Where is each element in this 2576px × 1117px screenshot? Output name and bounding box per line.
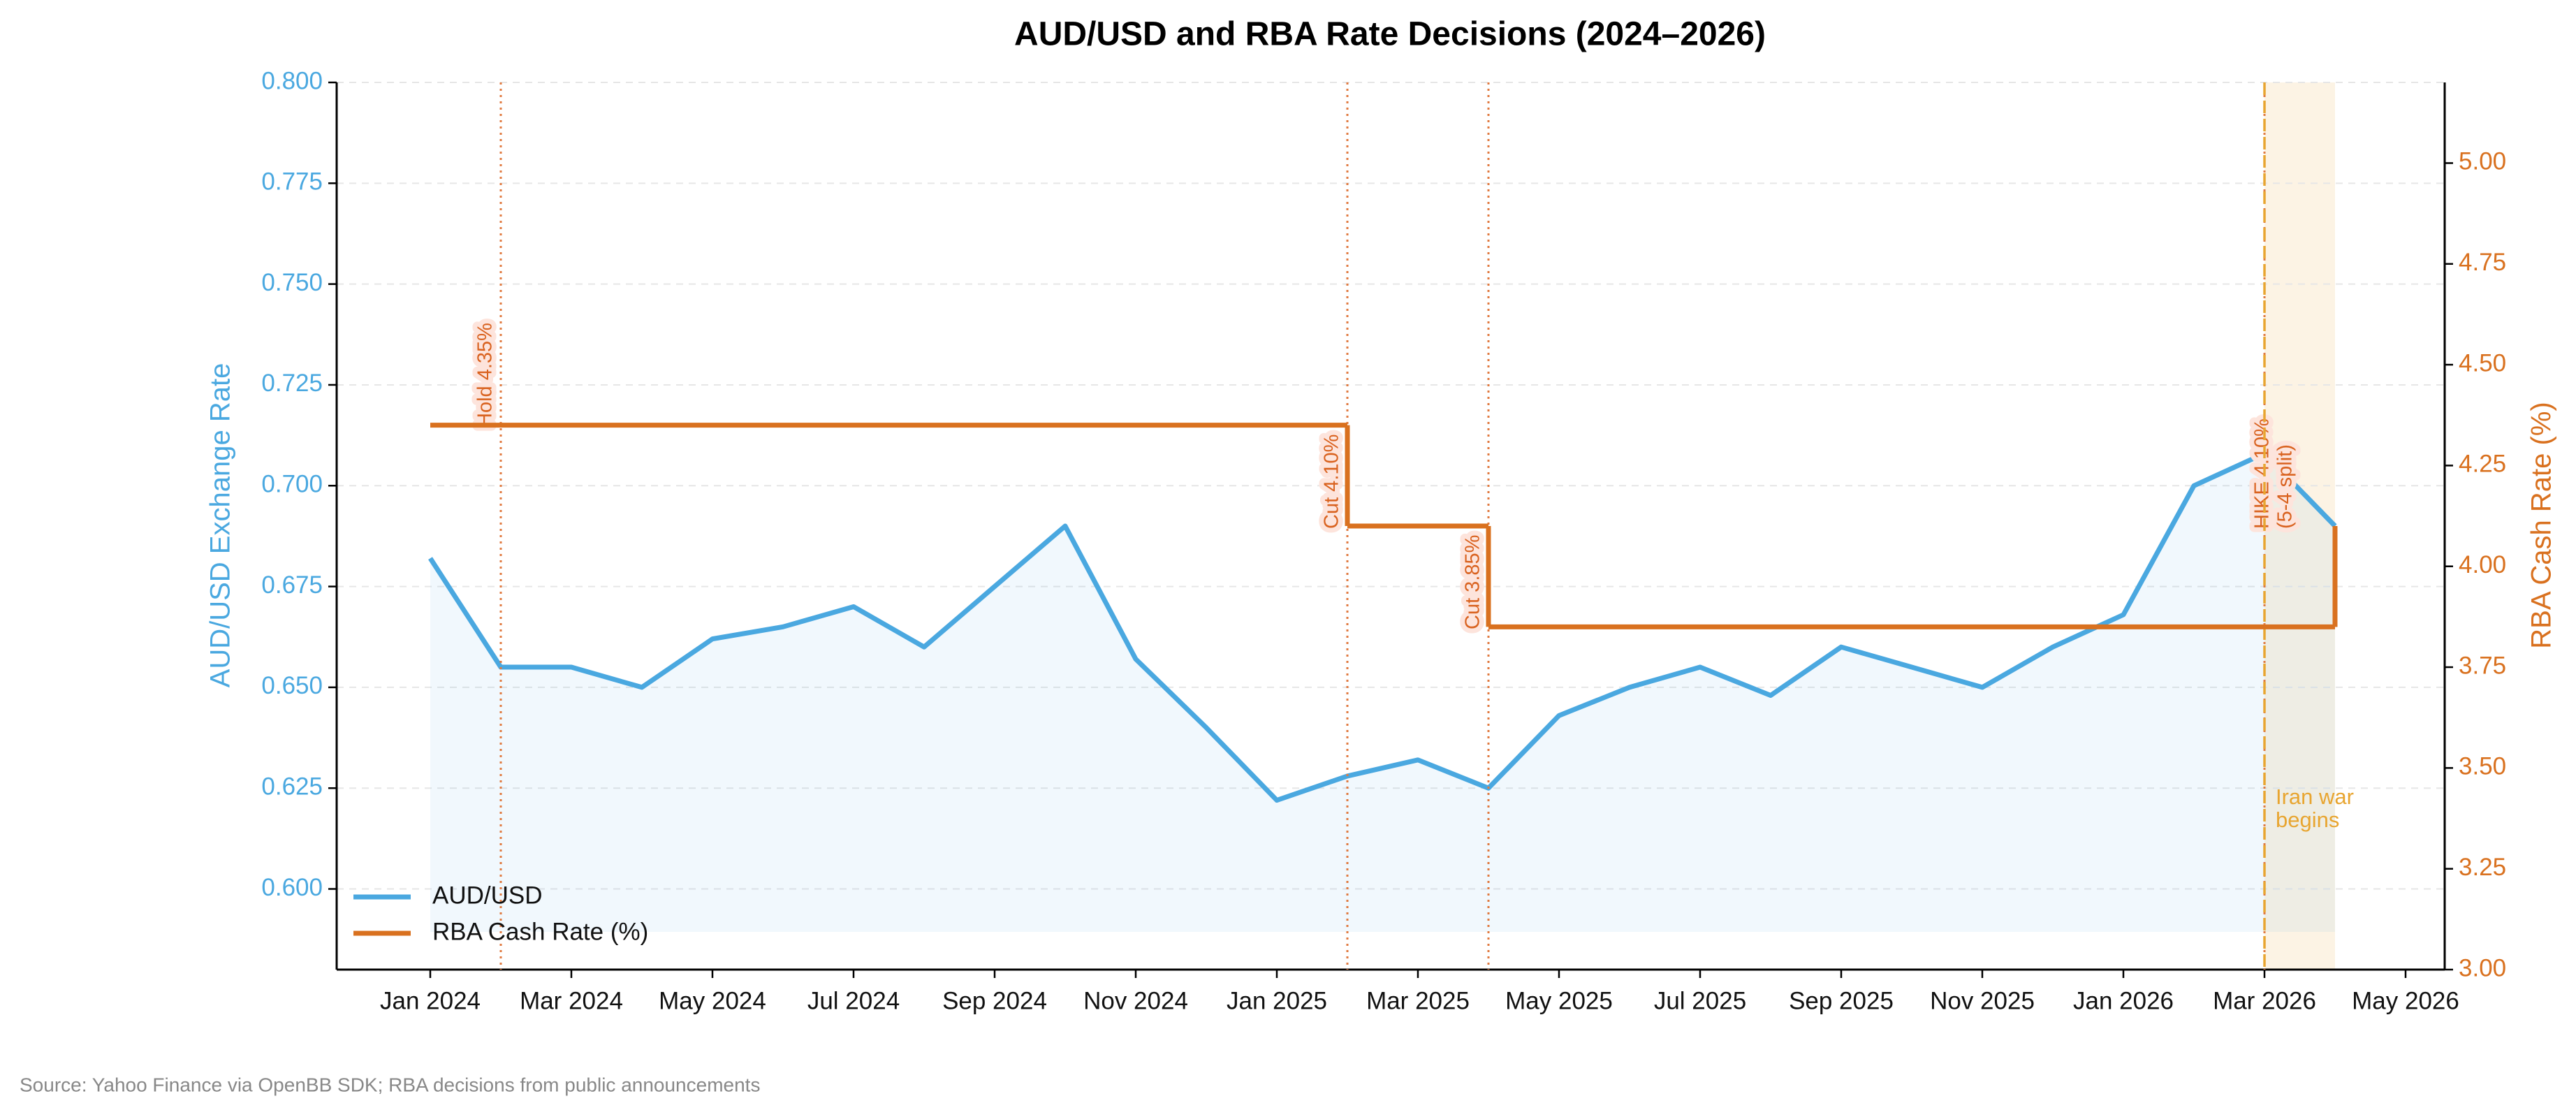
event-label: begins — [2276, 808, 2339, 832]
x-tick-label: Nov 2025 — [1930, 987, 2035, 1014]
legend-label: AUD/USD — [432, 882, 543, 909]
event-label: Hold 4.35% — [474, 323, 497, 428]
y-tick-label: 0.700 — [261, 471, 323, 498]
y2-tick-label: 3.00 — [2459, 954, 2506, 981]
y2-tick-label: 3.50 — [2459, 753, 2506, 780]
y2-tick-label: 4.50 — [2459, 349, 2506, 377]
y-tick-label: 0.625 — [261, 773, 323, 800]
event-label: (5-4 split) — [2274, 444, 2297, 529]
x-tick-label: Mar 2025 — [1366, 987, 1470, 1014]
legend-label: RBA Cash Rate (%) — [432, 918, 648, 945]
y2-tick-label: 3.75 — [2459, 652, 2506, 679]
x-tick-label: May 2026 — [2352, 987, 2459, 1014]
x-tick-label: Jan 2024 — [380, 987, 481, 1014]
aud-line — [428, 451, 2337, 803]
event-span — [2264, 82, 2335, 970]
y2-axis-label: RBA Cash Rate (%) — [2526, 402, 2557, 648]
x-tick-label: Jul 2025 — [1654, 987, 1746, 1014]
x-tick-label: May 2025 — [1505, 987, 1613, 1014]
x-tick-label: Mar 2026 — [2213, 987, 2316, 1014]
y-tick-label: 0.775 — [261, 168, 323, 196]
y2-tick-label: 4.75 — [2459, 249, 2506, 276]
x-tick-label: May 2024 — [659, 987, 766, 1014]
y-tick-label: 0.725 — [261, 370, 323, 397]
x-tick-label: Nov 2024 — [1083, 987, 1188, 1014]
x-tick-label: Mar 2024 — [520, 987, 623, 1014]
source-note: Source: Yahoo Finance via OpenBB SDK; RB… — [20, 1074, 760, 1095]
y-axis-label: AUD/USD Exchange Rate — [205, 363, 236, 688]
event-label: HIKE 4.10% — [2251, 418, 2274, 529]
chart-title: AUD/USD and RBA Rate Decisions (2024–202… — [1014, 16, 1766, 53]
x-tick-label: Jan 2026 — [2073, 987, 2174, 1014]
y-tick-label: 0.750 — [261, 269, 323, 296]
x-tick-label: Jan 2025 — [1227, 987, 1327, 1014]
y2-tick-label: 4.25 — [2459, 451, 2506, 478]
x-tick-label: Sep 2025 — [1789, 987, 1894, 1014]
x-tick-label: Jul 2024 — [807, 987, 900, 1014]
event-label: Iran war — [2276, 784, 2354, 809]
x-tick-label: Sep 2024 — [942, 987, 1047, 1014]
y2-tick-label: 4.00 — [2459, 551, 2506, 578]
y-tick-label: 0.675 — [261, 571, 323, 599]
y2-tick-label: 3.25 — [2459, 854, 2506, 881]
y-tick-label: 0.600 — [261, 874, 323, 901]
y-tick-label: 0.800 — [261, 67, 323, 94]
y-tick-label: 0.650 — [261, 672, 323, 699]
event-label: Cut 3.85% — [1462, 535, 1484, 629]
area-fill — [430, 453, 2335, 932]
event-label: Cut 4.10% — [1321, 435, 1343, 529]
y2-tick-label: 5.00 — [2459, 148, 2506, 175]
